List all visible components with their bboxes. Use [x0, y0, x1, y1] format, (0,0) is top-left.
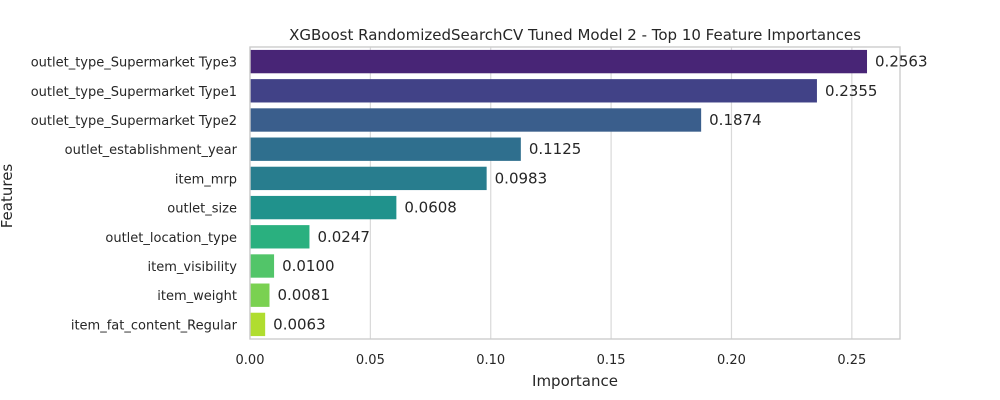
x-tick-label-0: 0.00 — [236, 353, 265, 368]
bar-4 — [250, 166, 487, 191]
bar-3 — [250, 137, 521, 161]
data-label-4: 0.0983 — [495, 169, 548, 187]
plot-frame — [249, 46, 901, 340]
y-tick-label-3: outlet_establishment_year — [65, 143, 238, 158]
x-tick-label-1: 0.05 — [356, 353, 385, 368]
x-tick-label-4: 0.20 — [717, 353, 746, 368]
bar-1 — [250, 79, 817, 103]
bar-7 — [250, 254, 275, 278]
x-tick-label-2: 0.10 — [476, 353, 505, 368]
data-label-6: 0.0247 — [317, 228, 370, 246]
data-label-2: 0.1874 — [709, 111, 762, 129]
y-tick-labels: outlet_type_Supermarket Type3 outlet_type… — [31, 56, 238, 334]
bar-9 — [250, 312, 266, 337]
data-label-8: 0.0081 — [278, 286, 331, 304]
bar-6 — [250, 225, 310, 249]
data-label-3: 0.1125 — [529, 140, 582, 158]
x-tick-labels: 0.00 0.05 0.10 0.15 0.20 0.25 — [236, 353, 867, 368]
y-tick-label-4: item_mrp — [175, 172, 237, 187]
bar-8 — [250, 283, 270, 307]
y-tick-label-8: item_weight — [157, 289, 237, 304]
data-label-1: 0.2355 — [825, 82, 878, 100]
y-tick-label-5: outlet_size — [167, 202, 237, 217]
x-tick-label-3: 0.15 — [597, 353, 626, 368]
bars — [250, 49, 868, 337]
y-tick-label-0: outlet_type_Supermarket Type3 — [31, 56, 237, 71]
y-tick-label-7: item_visibility — [148, 260, 238, 275]
y-tick-label-1: outlet_type_Supermarket Type1 — [31, 85, 237, 100]
bar-5 — [250, 195, 397, 220]
x-tick-label-5: 0.25 — [837, 353, 866, 368]
chart-title: XGBoost RandomizedSearchCV Tuned Model 2… — [289, 26, 861, 44]
data-labels: 0.2563 0.2355 0.1874 0.1125 0.0983 0.0608 0.02… — [273, 53, 927, 334]
x-axis-label: Importance — [532, 372, 618, 390]
bar-0 — [250, 49, 868, 74]
data-label-7: 0.0100 — [282, 257, 335, 275]
data-label-0: 0.2563 — [875, 53, 928, 71]
data-label-5: 0.0608 — [404, 199, 457, 217]
y-tick-label-2: outlet_type_Supermarket Type2 — [31, 114, 237, 129]
y-tick-label-6: outlet_location_type — [105, 231, 237, 246]
data-label-9: 0.0063 — [273, 315, 326, 333]
bar-2 — [250, 108, 702, 132]
y-axis-label: Features — [0, 164, 16, 229]
y-tick-label-9: item_fat_content_Regular — [71, 318, 238, 333]
